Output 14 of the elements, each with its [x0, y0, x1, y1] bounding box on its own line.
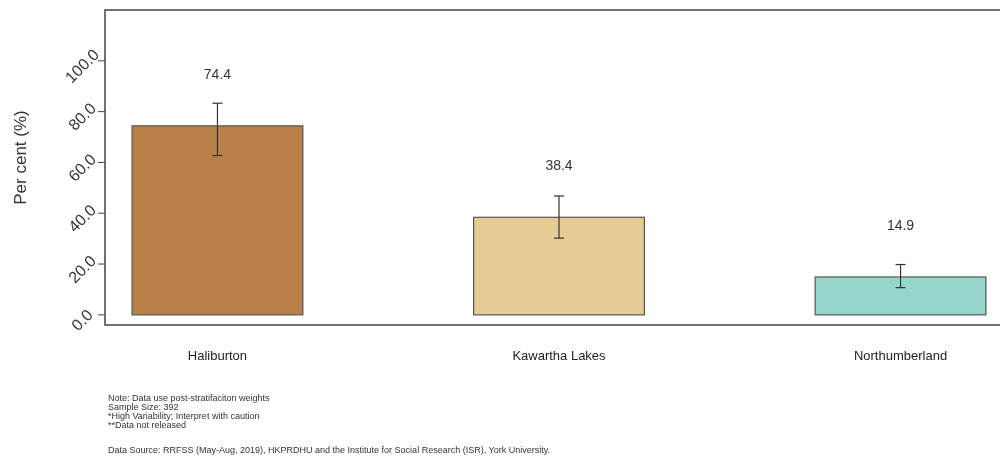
- source-note: Data Source: RRFSS (May-Aug, 2019), HKPRDHU and the Institute for Social Research (ISR), York University.: [108, 445, 551, 456]
- data-label: 74.4: [203, 65, 232, 82]
- data-label: 38.4: [545, 157, 573, 174]
- y-tick-label: 40.0: [65, 201, 100, 236]
- y-axis-title: Per cent (%): [11, 110, 31, 205]
- y-tick-label: 80.0: [65, 99, 100, 134]
- y-tick-label: 0.0: [68, 305, 97, 334]
- x-tick-label: Northumberland: [853, 348, 948, 364]
- y-tick-label: 60.0: [65, 150, 100, 185]
- x-tick-label: Kawartha Lakes: [512, 348, 607, 364]
- text: Note: Data use post-stratifaciton weights: [108, 393, 271, 404]
- x-tick-label: Haliburton: [187, 348, 248, 364]
- data-label: 14.9: [886, 216, 915, 233]
- text: Sample Size: 392: [108, 402, 179, 413]
